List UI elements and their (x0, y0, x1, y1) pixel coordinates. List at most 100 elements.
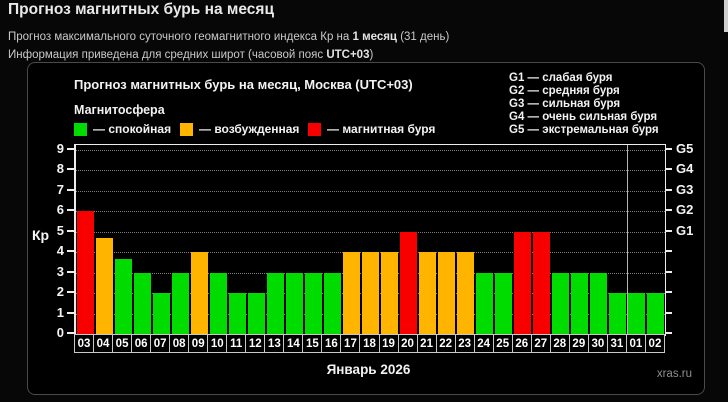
month-separator-line (626, 145, 628, 334)
month-label: Январь 2026 (326, 362, 411, 377)
day-box-13: 13 (264, 334, 285, 353)
gridline-kp-5 (76, 231, 665, 233)
right-axis-tick-4 (665, 250, 672, 252)
bar-day-19 (381, 252, 398, 334)
g-legend-line: G2 — средняя буря (509, 85, 620, 97)
y-axis-label-8: 8 (56, 161, 64, 176)
day-box-06: 06 (131, 334, 152, 353)
y-axis-label-6: 6 (56, 202, 64, 217)
bar-day-01 (628, 293, 645, 334)
plot-area (74, 144, 666, 336)
day-box-12: 12 (245, 334, 266, 353)
chart-title: Прогноз магнитных бурь на месяц, Москва … (74, 77, 413, 92)
gridline-kp-8 (76, 170, 665, 171)
bar-day-10 (210, 272, 227, 334)
bar-day-29 (571, 272, 588, 334)
day-box-07: 07 (150, 334, 171, 353)
y-axis-tick-6 (67, 209, 74, 211)
magnetosphere-label: Магнитосфера (74, 103, 165, 117)
subtitle-bold: 1 месяц (352, 31, 398, 43)
y-axis-label-5: 5 (56, 222, 64, 238)
bar-day-12 (248, 293, 265, 334)
y-axis-tick-0 (67, 332, 74, 334)
day-box-22: 22 (435, 334, 456, 353)
bar-day-20 (400, 231, 417, 334)
y-axis-label-7: 7 (56, 181, 64, 197)
right-axis-tick-3 (665, 270, 672, 273)
bar-day-11 (229, 293, 246, 334)
day-box-08: 08 (169, 334, 190, 353)
g-legend-line: G1 — слабая буря (509, 72, 613, 84)
day-box-16: 16 (321, 334, 342, 353)
bar-day-28 (552, 272, 569, 334)
day-box-14: 14 (283, 334, 304, 353)
bar-day-24 (476, 272, 493, 334)
right-axis-tick-8 (665, 168, 672, 170)
day-box-26: 26 (511, 334, 532, 353)
bar-day-21 (419, 252, 436, 334)
x-axis-day-row: 03 04 05 06 07 08 09 10 11 12 13 14 15 16 17 18 19 20 21 22… (74, 334, 665, 353)
bar-day-09 (191, 252, 208, 334)
day-box-31: 31 (606, 334, 627, 353)
bar-day-08 (172, 272, 189, 334)
legend-label: — возбужденная (199, 122, 300, 136)
y-axis-tick-7 (67, 188, 74, 191)
bar-day-13 (267, 272, 284, 334)
right-axis-tick-0 (665, 332, 672, 334)
day-box-30: 30 (587, 334, 608, 353)
watermark: xras.ru (656, 368, 692, 380)
y-axis-tick-1 (67, 311, 74, 314)
legend-swatch-calm (74, 122, 87, 136)
g-legend-line: G5 — экстремальная буря (509, 124, 659, 136)
y-axis-label-2: 2 (56, 284, 64, 299)
y-axis-label-4: 4 (56, 243, 64, 258)
y-axis-tick-4 (67, 250, 74, 252)
day-box-28: 28 (549, 334, 570, 353)
day-box-23: 23 (454, 334, 475, 353)
day-box-03: 03 (74, 334, 95, 353)
day-box-20: 20 (397, 334, 418, 353)
g-axis-label-G4: G4 (676, 161, 694, 176)
day-box-09: 09 (188, 334, 209, 353)
day-box-02: 02 (644, 334, 665, 353)
subtitle-text: (31 день) (397, 31, 450, 43)
g-legend-line: G3 — сильная буря (509, 98, 621, 110)
day-box-24: 24 (473, 334, 494, 353)
bar-day-03 (77, 211, 94, 334)
subtitle-text: ) (369, 49, 374, 61)
bar-day-02 (647, 293, 664, 334)
y-axis-tick-3 (67, 270, 74, 273)
bar-day-04 (96, 238, 113, 334)
legend-label: — спокойная (93, 122, 172, 136)
day-box-27: 27 (530, 334, 551, 353)
g-axis-label-G2: G2 (676, 202, 694, 217)
y-axis-tick-8 (67, 168, 74, 170)
bar-day-18 (362, 252, 379, 334)
scrollbar-thumb[interactable] (724, 0, 728, 32)
legend-item-excited: — возбужденная (180, 122, 299, 136)
y-axis-tick-5 (67, 229, 74, 232)
y-axis-tick-2 (67, 291, 74, 293)
day-box-17: 17 (340, 334, 361, 353)
g-axis-label-G5: G5 (676, 140, 694, 156)
bar-day-17 (343, 252, 360, 334)
day-box-11: 11 (226, 334, 247, 353)
legend-swatch-excited (180, 122, 193, 136)
legend-swatch-storm (308, 122, 321, 136)
day-box-19: 19 (378, 334, 399, 353)
bar-day-27 (533, 231, 550, 334)
y-axis-label-1: 1 (56, 304, 64, 320)
right-axis-tick-9 (665, 147, 672, 150)
day-box-04: 04 (93, 334, 114, 353)
bar-day-25 (495, 272, 512, 334)
subtitle-bold: UTC+03 (326, 49, 370, 61)
gridline-kp-6 (76, 211, 665, 212)
bar-day-05 (115, 258, 132, 334)
day-box-18: 18 (359, 334, 380, 353)
y-axis-label-9: 9 (56, 140, 64, 156)
subtitle-line-2: Информация приведена для средних широт (… (8, 49, 373, 61)
gridline-kp-9 (76, 149, 665, 151)
bar-day-23 (457, 252, 474, 334)
day-box-01: 01 (625, 334, 646, 353)
